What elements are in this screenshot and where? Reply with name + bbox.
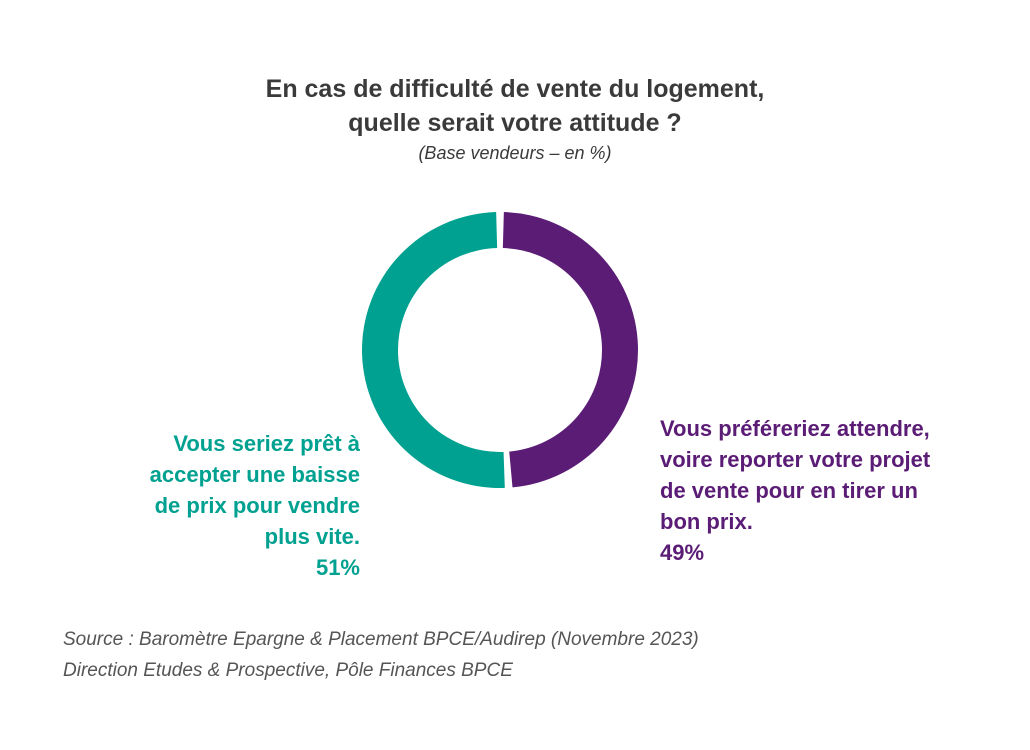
legend-right-line-4: bon prix. [660,509,753,534]
legend-right-line-2: voire reporter votre projet [660,447,931,472]
source-line-1: Source : Baromètre Epargne & Placement B… [63,629,699,650]
legend-right-line-1: Vous préféreriez attendre, [660,416,930,441]
chart-subtitle: (Base vendeurs – en %) [418,143,612,163]
chart-title: En cas de difficulté de vente du logemen… [0,72,1030,140]
legend-left-line-2: accepter une baisse [149,462,360,487]
data-label-accept-price-drop: 51% [315,555,360,580]
legend-label-wait-for-good-price: Vous préféreriez attendre, voire reporte… [660,413,980,568]
legend-left-line-4: plus vite. [264,524,360,549]
source-note: Source : Baromètre Epargne & Placement B… [63,624,699,686]
donut-chart [361,212,638,489]
chart-title-line-2: quelle serait votre attitude ? [348,109,682,137]
legend-left-line-3: de prix pour vendre [154,493,360,518]
source-line-2: Direction Etudes & Prospective, Pôle Fin… [63,660,513,681]
chart-title-line-1: En cas de difficulté de vente du logemen… [265,75,765,103]
data-label-wait-for-good-price: 49% [660,540,705,565]
legend-right-line-3: de vente pour en tirer un [660,478,918,503]
donut-slice-accept-price-drop [361,212,505,489]
legend-label-accept-price-drop: Vous seriez prêt à accepter une baisse d… [80,428,360,583]
legend-left-line-1: Vous seriez prêt à [173,431,360,456]
donut-slice-wait-for-good-price [502,212,638,488]
